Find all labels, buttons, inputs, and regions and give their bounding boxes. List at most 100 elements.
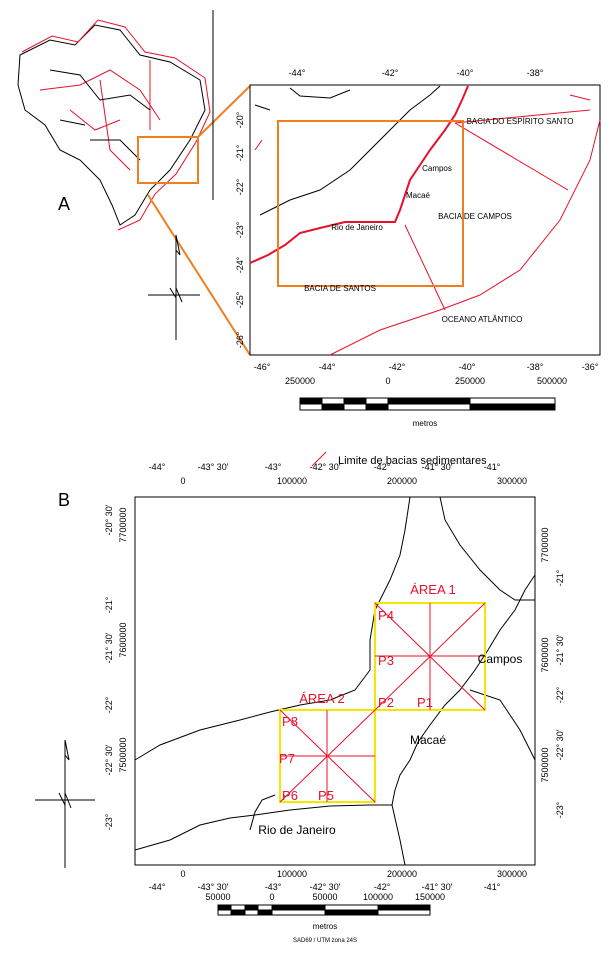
lon-label: -43° bbox=[265, 462, 282, 472]
lon-label: -44° bbox=[149, 462, 166, 472]
lon-label: -38° bbox=[527, 362, 544, 372]
lat-label: -22° 30' bbox=[555, 729, 565, 760]
lat-label: -22° bbox=[235, 178, 245, 195]
scale-label: 250000 bbox=[285, 376, 315, 386]
utm-label: 0 bbox=[180, 476, 185, 486]
utm-label: 7600000 bbox=[540, 637, 550, 672]
lat-label: -22° bbox=[555, 686, 565, 703]
place-label: Rio de Janeiro bbox=[331, 223, 383, 232]
lat-label: -24° bbox=[235, 256, 245, 273]
lon-label: -41° bbox=[484, 462, 501, 472]
lon-label: -41° 30' bbox=[422, 882, 453, 892]
place-label: BACIA DE SANTOS bbox=[304, 284, 376, 293]
scale-label: 50000 bbox=[312, 892, 337, 902]
lat-label: -23° bbox=[555, 801, 565, 818]
lon-label: -44° bbox=[289, 68, 306, 78]
utm-label: 300000 bbox=[497, 476, 527, 486]
utm-label: 200000 bbox=[387, 869, 417, 879]
lon-label: -42° bbox=[389, 362, 406, 372]
scale-unit: metros bbox=[413, 419, 437, 428]
point-label: P4 bbox=[378, 608, 394, 623]
lon-label: -42° 30' bbox=[310, 882, 341, 892]
lat-label: -21° bbox=[235, 144, 245, 161]
lon-label: -43° 30' bbox=[198, 462, 229, 472]
lon-label: -46° bbox=[254, 362, 271, 372]
lon-label: -44° bbox=[319, 362, 336, 372]
figure: A -44°-42°-40°-38°-46°-44°-42°-40°-38°-3… bbox=[0, 0, 609, 958]
scale-bar bbox=[300, 398, 555, 410]
north-arrow bbox=[148, 235, 200, 340]
basin-limits bbox=[405, 110, 590, 310]
lat-label: -21° bbox=[104, 596, 114, 613]
place-label: Campos bbox=[422, 164, 452, 173]
scale-unit: metros bbox=[313, 922, 337, 931]
lat-label: -23° bbox=[104, 813, 114, 830]
lon-label: -44° bbox=[149, 882, 166, 892]
lat-label: -21° 30' bbox=[104, 632, 114, 663]
point-label: P8 bbox=[282, 714, 298, 729]
point-label: P3 bbox=[378, 653, 394, 668]
lat-label: -21° bbox=[555, 569, 565, 586]
point-label: P7 bbox=[279, 751, 295, 766]
scale-label: 100000 bbox=[363, 892, 393, 902]
utm-label: 100000 bbox=[277, 869, 307, 879]
lon-label: -38° bbox=[527, 68, 544, 78]
connector bbox=[148, 195, 250, 355]
lon-label: -36° bbox=[582, 362, 599, 372]
area-label: ÁREA 1 bbox=[410, 582, 456, 597]
place-label: Macaé bbox=[410, 733, 446, 747]
lat-label: -20° bbox=[235, 111, 245, 128]
lat-label: -22° 30' bbox=[104, 744, 114, 775]
locator-box bbox=[138, 137, 198, 183]
lon-label: -42° bbox=[374, 462, 391, 472]
lat-label: -23° bbox=[235, 221, 245, 238]
lon-label: -40° bbox=[457, 68, 474, 78]
utm-label: 7500000 bbox=[118, 737, 128, 772]
place-label: BACIA DO ESPÍRITO SANTO bbox=[467, 117, 574, 126]
study-box bbox=[278, 121, 463, 286]
place-label: OCEANO ATLÂNTICO bbox=[442, 315, 523, 324]
legend-label: Limite de bacias sedimentares bbox=[338, 455, 487, 467]
scale-label: 500000 bbox=[537, 376, 567, 386]
place-label: Rio de Janeiro bbox=[258, 823, 336, 837]
utm-label: 7600000 bbox=[118, 622, 128, 657]
lon-label: -40° bbox=[459, 362, 476, 372]
scale-label: 0 bbox=[269, 892, 274, 902]
utm-label: 200000 bbox=[387, 476, 417, 486]
lat-label: -25° bbox=[235, 291, 245, 308]
point-label: P1 bbox=[417, 695, 433, 710]
lat-label: -21° 30' bbox=[555, 634, 565, 665]
lon-label: -43° 30' bbox=[198, 882, 229, 892]
lon-label: -42° bbox=[374, 882, 391, 892]
scale-bar bbox=[218, 905, 430, 915]
coastline bbox=[250, 86, 600, 355]
datum: SAD69 / UTM zona 24S bbox=[293, 938, 357, 944]
panel-label: B bbox=[58, 490, 70, 510]
lon-label: -41° 30' bbox=[422, 462, 453, 472]
lon-label: -42° bbox=[382, 68, 399, 78]
brazil-map bbox=[18, 20, 210, 230]
place-label: Campos bbox=[478, 652, 523, 666]
utm-label: 300000 bbox=[497, 869, 527, 879]
north-arrow bbox=[35, 740, 95, 868]
lon-label: -43° bbox=[265, 882, 282, 892]
area-label: ÁREA 2 bbox=[299, 691, 345, 706]
place-label: BACIA DE CAMPOS bbox=[438, 212, 512, 221]
point-label: P2 bbox=[378, 695, 394, 710]
point-label: P5 bbox=[318, 788, 334, 803]
lat-label: -20° 30' bbox=[104, 504, 114, 535]
utm-label: 0 bbox=[180, 869, 185, 879]
utm-label: 100000 bbox=[277, 476, 307, 486]
lon-label: -42° 30' bbox=[310, 462, 341, 472]
lon-label: -41° bbox=[484, 882, 501, 892]
lat-label: -22° bbox=[104, 696, 114, 713]
coastline bbox=[135, 497, 535, 865]
point-label: P6 bbox=[282, 788, 298, 803]
utm-label: 7500000 bbox=[540, 747, 550, 782]
utm-label: 7700000 bbox=[540, 527, 550, 562]
scale-label: 0 bbox=[385, 376, 390, 386]
lat-label: -26° bbox=[235, 331, 245, 348]
scale-label: 150000 bbox=[415, 892, 445, 902]
connector bbox=[198, 86, 250, 137]
scale-label: 50000 bbox=[205, 892, 230, 902]
